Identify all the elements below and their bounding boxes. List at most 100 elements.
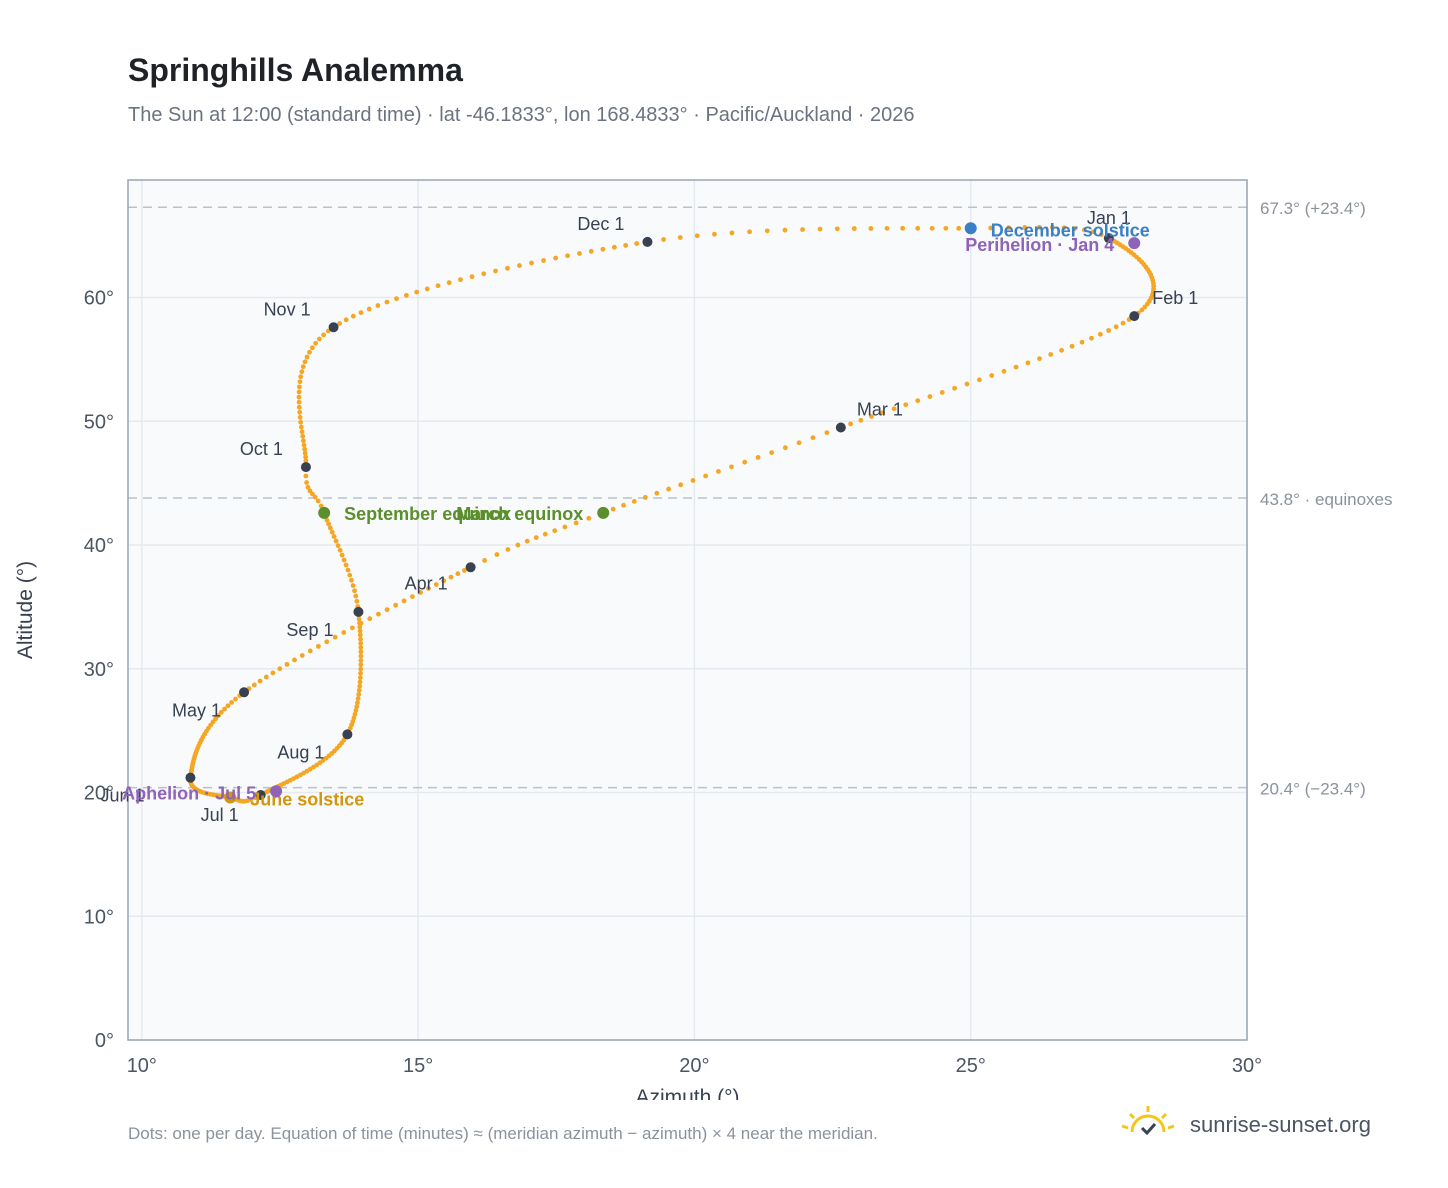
daily-sun-dot: [349, 577, 354, 583]
sun-icon: [1121, 1106, 1175, 1136]
daily-sun-dot: [358, 649, 364, 655]
daily-sun-dot: [848, 421, 853, 427]
daily-sun-dot: [817, 226, 823, 232]
daily-sun-dot: [304, 354, 310, 360]
daily-sun-dot: [233, 696, 238, 702]
daily-sun-dot: [315, 498, 321, 504]
daily-sun-dot: [433, 582, 439, 587]
daily-sun-dot: [357, 675, 363, 681]
daily-sun-dot: [393, 602, 399, 608]
reference-line-label: 67.3° (+23.4°): [1260, 199, 1366, 218]
daily-sun-dot: [800, 227, 805, 232]
daily-sun-dot: [301, 442, 307, 448]
month-marker-label: May 1: [172, 700, 221, 720]
daily-sun-dot: [915, 225, 921, 231]
daily-sun-dot: [943, 225, 949, 231]
daily-sun-dot: [1142, 304, 1148, 310]
month-marker-dot: [239, 687, 250, 698]
daily-sun-dot: [858, 417, 864, 423]
daily-sun-dot: [270, 670, 276, 676]
brand-logo[interactable]: sunrise-sunset.org: [1120, 1102, 1390, 1150]
daily-sun-dot: [333, 538, 339, 544]
y-tick-label: 20°: [84, 783, 114, 805]
daily-sun-dot: [446, 280, 452, 286]
x-tick-label: 30°: [1232, 1055, 1262, 1077]
month-marker-label: Jan 1: [1087, 208, 1131, 228]
y-tick-label: 60°: [84, 288, 114, 310]
daily-sun-dot: [927, 394, 933, 399]
daily-sun-dot: [401, 598, 407, 604]
daily-sun-dot: [515, 542, 521, 548]
daily-sun-dot: [345, 567, 351, 573]
daily-sun-dot: [505, 265, 510, 271]
reference-line-label: 20.4° (−23.4°): [1260, 780, 1366, 799]
daily-sun-dot: [257, 678, 263, 684]
plot-area: [128, 180, 1247, 1040]
daily-sun-dot: [742, 459, 748, 465]
event-marker-dot: [964, 222, 977, 235]
daily-sun-dot: [494, 552, 500, 557]
daily-sun-dot: [796, 440, 802, 446]
daily-sun-dot: [1069, 343, 1075, 349]
daily-sun-dot: [1072, 226, 1078, 231]
plot-frame: [127, 179, 1248, 1041]
daily-sun-dot: [302, 450, 308, 456]
daily-sun-dot: [900, 225, 906, 231]
event-marker-dot: [1128, 237, 1141, 250]
daily-sun-dot: [524, 538, 530, 544]
daily-sun-dot: [1097, 331, 1103, 337]
daily-sun-dot: [747, 229, 752, 235]
daily-sun-dot: [353, 708, 359, 713]
daily-sun-dot: [248, 797, 254, 802]
daily-sun-dot: [356, 616, 362, 622]
daily-sun-dot: [694, 233, 700, 239]
daily-sun-dot: [358, 310, 364, 315]
daily-sun-dot: [610, 506, 616, 512]
daily-sun-dot: [335, 543, 341, 549]
daily-sun-dot: [354, 598, 360, 604]
daily-sun-dot: [297, 384, 302, 390]
daily-sun-dot: [277, 666, 283, 672]
month-marker-dot: [1129, 311, 1140, 322]
daily-sun-dot: [565, 253, 570, 259]
month-marker-label: Mar 1: [857, 399, 903, 419]
daily-sun-dot: [303, 473, 309, 479]
daily-sun-dot: [352, 588, 357, 594]
daily-sun-dot: [458, 277, 463, 283]
daily-sun-dot: [301, 438, 306, 444]
daily-sun-dot: [384, 607, 390, 613]
daily-sun-dot: [1049, 224, 1055, 230]
daily-sun-dot: [357, 628, 363, 634]
daily-sun-dot: [299, 653, 305, 658]
daily-sun-dot: [307, 488, 313, 494]
axes: 10° 15° 20° 25° 30° 0° 10° 20° 30° 40° 50° 60° Azimu…: [14, 199, 1393, 1100]
daily-sun-dot: [358, 658, 364, 663]
y-tick-label: 10°: [84, 906, 114, 928]
daily-sun-dot: [666, 486, 672, 492]
daily-sun-dot: [298, 374, 304, 380]
event-marker-label: Aphelion · Jul 5: [122, 783, 256, 803]
daily-sun-dot: [703, 473, 709, 479]
daily-sun-dot: [351, 715, 357, 721]
daily-sun-dot: [915, 398, 921, 404]
daily-sun-dot: [357, 624, 363, 630]
daily-sun-dot: [307, 349, 312, 355]
daily-sun-dot: [810, 435, 816, 441]
daily-sun-dot: [903, 402, 909, 408]
month-marker-dot: [300, 462, 311, 473]
event-marker-label: June solstice: [250, 789, 364, 809]
month-marker-dot: [255, 789, 266, 800]
daily-sun-dot: [533, 535, 539, 541]
daily-sun-dot: [481, 271, 487, 277]
chart-title: Springhills Analemma: [128, 52, 463, 88]
daily-sun-dot: [1013, 364, 1019, 370]
daily-sun-dot: [988, 225, 994, 231]
daily-sun-dot: [712, 231, 717, 237]
daily-sun-dot: [324, 639, 330, 645]
daily-sun-dot: [352, 711, 358, 717]
daily-sun-dot: [1090, 229, 1096, 235]
daily-sun-dot: [1113, 324, 1119, 330]
month-marker-dot: [1103, 233, 1114, 244]
daily-sun-dot: [296, 389, 302, 395]
